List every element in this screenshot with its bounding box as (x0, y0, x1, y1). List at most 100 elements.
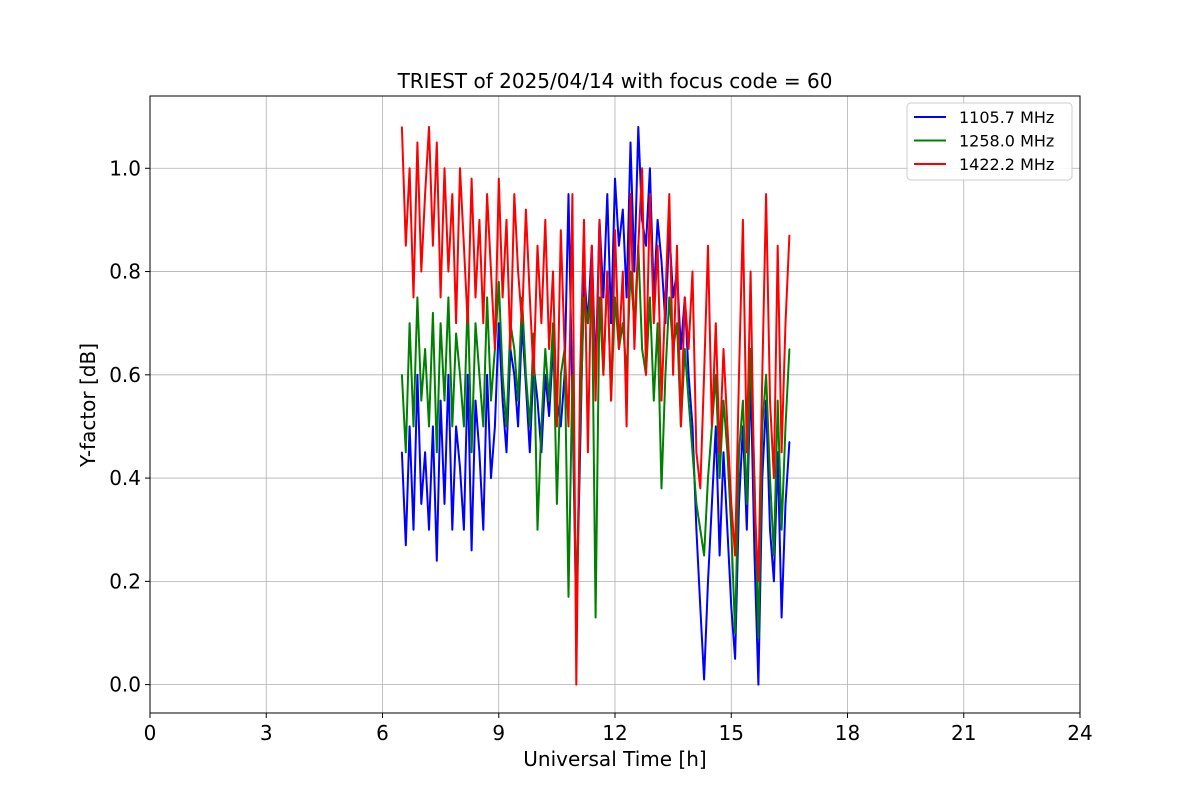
data-point (660, 260, 663, 263)
data-point (490, 270, 492, 273)
data-point (474, 322, 477, 325)
data-point (687, 374, 690, 376)
data-point (707, 477, 709, 479)
data-point (567, 425, 570, 428)
data-point (722, 348, 725, 350)
data-point (560, 425, 562, 428)
data-point (625, 296, 628, 299)
data-point (691, 270, 694, 273)
data-point (711, 425, 713, 428)
x-tick-label: 6 (376, 721, 389, 745)
data-point (598, 219, 601, 221)
data-point (567, 193, 570, 195)
data-point (587, 322, 589, 325)
data-point (653, 399, 655, 402)
data-point (645, 244, 647, 247)
data-point (641, 348, 643, 350)
data-point (680, 348, 682, 350)
data-point (753, 554, 756, 557)
data-point (598, 296, 601, 299)
data-point (474, 399, 477, 402)
data-point (517, 270, 519, 273)
data-point (656, 244, 659, 247)
data-point (436, 559, 438, 562)
data-point (401, 451, 403, 454)
data-point (494, 348, 496, 350)
data-point (625, 425, 628, 428)
data-point (618, 244, 620, 247)
data-point (486, 296, 488, 299)
data-point (703, 374, 705, 376)
data-point (443, 167, 446, 170)
data-point (428, 126, 430, 128)
data-point (784, 503, 787, 505)
data-point (556, 425, 558, 428)
data-point (614, 177, 616, 180)
data-point (513, 348, 516, 350)
x-axis-ticks: 0 3 6 9 12 15 18 21 24 (144, 713, 1093, 745)
data-point (703, 554, 705, 557)
data-point (718, 451, 721, 454)
data-point (416, 141, 419, 144)
data-point (439, 322, 442, 325)
data-point (699, 487, 702, 490)
legend-label: 1258.0 MHz (959, 132, 1054, 151)
data-point (482, 322, 485, 325)
data-point (746, 528, 748, 531)
data-point (455, 425, 457, 428)
data-point (486, 193, 488, 195)
data-point (548, 415, 550, 417)
data-point (757, 580, 760, 583)
legend-label: 1105.7 MHz (959, 108, 1054, 127)
data-point (451, 425, 454, 428)
data-point (490, 399, 492, 402)
data-point (606, 270, 609, 273)
data-point (637, 126, 640, 128)
data-point (730, 528, 733, 531)
x-tick-label: 24 (1067, 721, 1092, 745)
chart-title: TRIEST of 2025/04/14 with focus code = 6… (397, 69, 833, 93)
data-point (505, 451, 508, 454)
y-tick-label: 1.0 (109, 156, 141, 180)
data-point (664, 296, 667, 299)
data-point (443, 503, 446, 505)
data-point (556, 503, 558, 505)
legend: 1105.7 MHz 1258.0 MHz 1422.2 MHz (906, 102, 1073, 181)
data-point (424, 348, 426, 350)
data-point (672, 374, 674, 376)
y-tick-label: 0.0 (109, 673, 141, 697)
data-point (637, 244, 640, 247)
data-point (633, 348, 636, 350)
data-point (757, 637, 760, 639)
data-point (753, 503, 756, 505)
x-tick-label: 21 (951, 721, 976, 745)
data-point (540, 322, 543, 325)
data-point (498, 177, 500, 180)
data-point (757, 683, 760, 686)
data-point (478, 374, 481, 376)
data-point (715, 322, 717, 325)
data-point (742, 219, 744, 221)
legend-frame (906, 102, 1073, 181)
data-point (660, 487, 663, 490)
x-tick-label: 0 (144, 721, 157, 745)
data-point (672, 296, 674, 299)
data-point (703, 678, 705, 681)
data-point (455, 322, 457, 325)
data-point (478, 451, 481, 454)
data-point (478, 219, 481, 221)
data-point (560, 374, 562, 376)
data-point (420, 399, 423, 402)
data-point (691, 425, 694, 428)
y-tick-label: 0.8 (109, 260, 141, 284)
y-axis-label: Y-factor [dB] (76, 343, 100, 468)
data-point (463, 528, 465, 531)
x-tick-label: 15 (719, 721, 744, 745)
data-point (401, 126, 403, 128)
data-point (776, 244, 779, 247)
data-point (622, 270, 624, 273)
data-point (405, 244, 407, 247)
data-point (532, 374, 535, 376)
data-point (730, 606, 733, 608)
data-point (459, 167, 461, 170)
